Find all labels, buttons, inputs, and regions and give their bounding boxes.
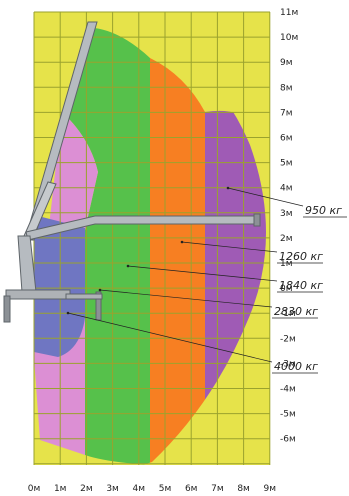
x-tick-label: 5м — [159, 484, 172, 494]
outrigger-left — [3, 295, 11, 323]
zone-1260-kg — [150, 58, 205, 465]
x-tick-label: 4м — [133, 484, 146, 494]
callout-anchor-dot — [226, 186, 230, 190]
x-tick-label: 2м — [80, 484, 93, 494]
y-tick-label: 7м — [280, 108, 293, 118]
y-tick-label: -3м — [280, 359, 296, 369]
crane-base — [5, 289, 71, 300]
y-tick-label: -4м — [280, 385, 296, 395]
x-tick-label: 9м — [264, 484, 277, 494]
x-tick-label: 8м — [237, 484, 250, 494]
y-tick-label: 0м — [280, 284, 293, 294]
callout-leader-line — [127, 265, 278, 282]
x-tick-label: 3м — [106, 484, 119, 494]
x-tick-label: 7м — [211, 484, 224, 494]
crane-boom — [3, 21, 261, 323]
outrigger-beam — [65, 293, 103, 300]
y-tick-label: -2м — [280, 334, 296, 344]
load-zone-label: 2830 кг — [274, 305, 318, 318]
callout-anchor-dot — [126, 264, 130, 268]
y-tick-label: 8м — [280, 83, 293, 93]
axis-ticks: 0м 1м 2м 3м 4м 5м 6м 7м 8м 9м 11м 10м 9м 8м 7м 6м 5м 4м 3м… — [28, 8, 299, 494]
y-tick-label: -5м — [280, 410, 296, 420]
load-zone-label: 1840 кг — [279, 279, 323, 292]
zone-4000-kg — [34, 215, 85, 357]
y-tick-label: 2м — [280, 234, 293, 244]
boom-tip — [253, 213, 261, 227]
callout-anchor-dot — [66, 311, 70, 315]
y-tick-label: 11м — [280, 8, 298, 18]
y-tick-label: -6м — [280, 435, 296, 445]
crane-column — [17, 235, 37, 293]
load-callouts: 950 кг 1260 кг 1840 кг 2830 кг 4000 кг — [66, 186, 347, 374]
load-zone-label: 1260 кг — [279, 250, 323, 263]
y-tick-label: 9м — [280, 58, 293, 68]
reach-envelope — [34, 12, 270, 465]
y-tick-label: 3м — [280, 209, 293, 219]
callout-anchor-dot — [180, 240, 184, 244]
y-tick-label: 1м — [280, 259, 293, 269]
load-zone-label: 950 кг — [305, 204, 342, 217]
x-tick-label: 6м — [185, 484, 198, 494]
y-tick-label: 6м — [280, 134, 293, 144]
y-tick-label: -1м — [280, 309, 296, 319]
y-tick-label: 10м — [280, 33, 298, 43]
callout-leader-line — [227, 187, 304, 207]
y-tick-label: 5м — [280, 159, 293, 169]
y-tick-label: 4м — [280, 184, 293, 194]
load-zone-label: 4000 кг — [274, 360, 318, 373]
callout-leader-line — [67, 312, 273, 363]
callout-leader-line — [181, 241, 278, 253]
callout-anchor-dot — [98, 288, 102, 292]
x-tick-label: 1м — [54, 484, 67, 494]
callout-leader-line — [99, 289, 273, 308]
x-tick-label: 0м — [28, 484, 41, 494]
